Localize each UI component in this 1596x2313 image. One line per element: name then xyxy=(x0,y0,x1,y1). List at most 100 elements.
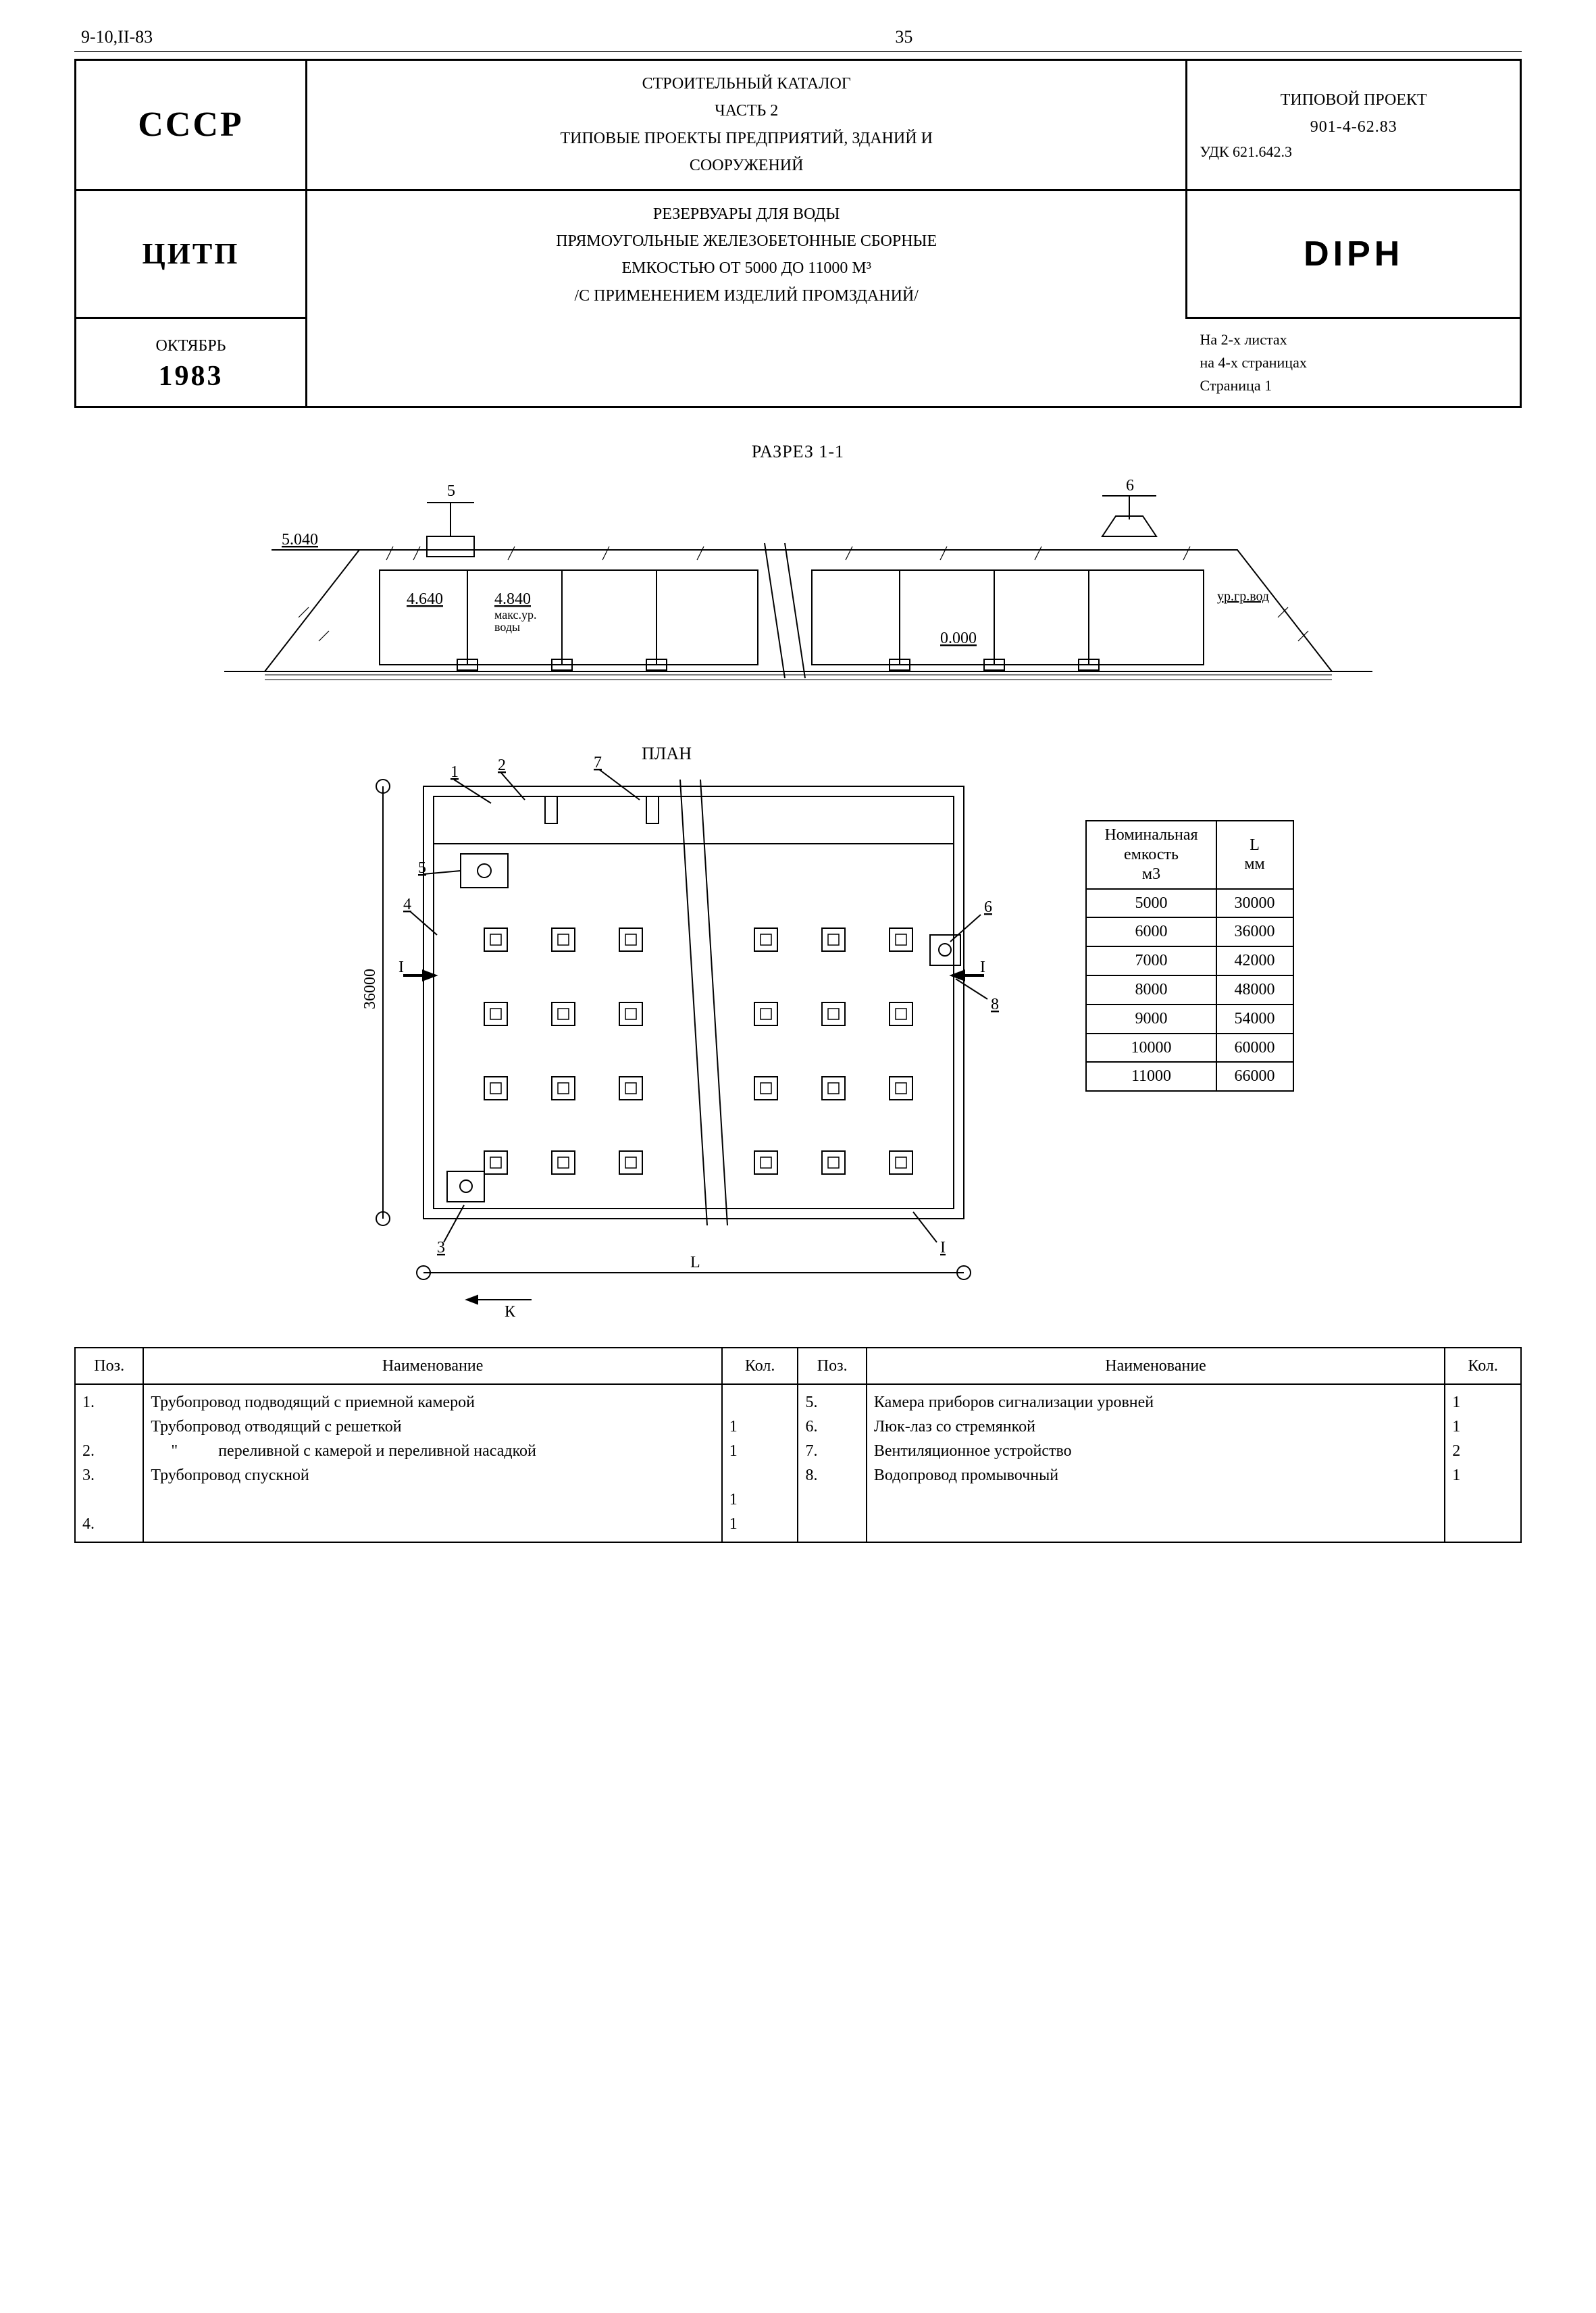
pt-r3-pos: 8. xyxy=(805,1463,858,1488)
pt-h-pos2: Поз. xyxy=(798,1348,866,1384)
page-number: 35 xyxy=(895,27,912,47)
udk-code: УДК 621.642.3 xyxy=(1200,142,1292,162)
desc-line-2: ПРЯМОУГОЛЬНЫЕ ЖЕЛЕЗОБЕТОННЫЕ СБОРНЫЕ xyxy=(556,230,937,252)
pt-l1-qty: 1 xyxy=(729,1439,791,1463)
elev-gw: ур.гр.вод xyxy=(1217,589,1269,604)
title-row-1: СССР СТРОИТЕЛЬНЫЙ КАТАЛОГ ЧАСТЬ 2 ТИПОВЫ… xyxy=(76,61,1520,191)
pt-h-qty1: Кол. xyxy=(722,1348,798,1384)
cap-r5c1: 60000 xyxy=(1216,1034,1293,1063)
section-callout-6: 6 xyxy=(1126,477,1134,494)
parts-body-row: 1. 2. 3. 4. Трубопровод подводящий с при… xyxy=(75,1384,1521,1542)
plan-c6: 6 xyxy=(984,898,992,916)
catalog-line-2: ЧАСТЬ 2 xyxy=(715,100,778,122)
pt-r0-name: Камера приборов сигнализации уровней xyxy=(874,1390,1437,1415)
plan-area: ПЛАН xyxy=(74,739,1522,1320)
pt-right-names: Камера приборов сигнализации уровней Люк… xyxy=(867,1384,1445,1542)
pt-h-name2: Наименование xyxy=(867,1348,1445,1384)
section-callout-5: 5 xyxy=(447,482,455,500)
pt-l2-qty: 1 xyxy=(729,1488,791,1512)
title-cell-pages: На 2-х листах на 4-х страницах Страница … xyxy=(1187,319,1520,406)
cap-r3c0: 8000 xyxy=(1086,975,1216,1005)
page-line: Страница 1 xyxy=(1200,376,1272,396)
section-title: РАЗРЕЗ 1-1 xyxy=(74,442,1522,462)
elev-top: 5.040 xyxy=(282,531,318,549)
plan-cut-right: I xyxy=(980,959,985,976)
pt-h-name1: Наименование xyxy=(143,1348,721,1384)
cap-body: 500030000 600036000 700042000 800048000 … xyxy=(1086,889,1293,1092)
title-cell-date: ОКТЯБРЬ 1983 xyxy=(76,319,307,406)
capacity-table: Номинальная емкость м3 L мм 500030000 60… xyxy=(1085,820,1293,1092)
title-cell-project: ТИПОВОЙ ПРОЕКТ 901-4-62.83 УДК 621.642.3 xyxy=(1187,61,1520,191)
plan-c1: 1 xyxy=(451,763,459,781)
elev-max: 4.840 xyxy=(494,590,531,608)
citp-label: ЦИТП xyxy=(142,236,239,271)
plan-c5: 5 xyxy=(418,859,426,877)
pt-r2-name: Вентиляционное устройство xyxy=(874,1439,1437,1463)
plan-columns xyxy=(484,928,912,1174)
pt-r3-name: Водопровод промывочный xyxy=(874,1463,1437,1488)
title-cell-ussr: СССР xyxy=(76,61,307,191)
desc-line-1: РЕЗЕРВУАРЫ ДЛЯ ВОДЫ xyxy=(653,203,840,225)
cap-r5c0: 10000 xyxy=(1086,1034,1216,1063)
pt-l3-pos: 4. xyxy=(82,1512,136,1536)
catalog-line-1: СТРОИТЕЛЬНЫЙ КАТАЛОГ xyxy=(642,73,851,95)
cap-r0c0: 5000 xyxy=(1086,889,1216,918)
elev-max-lbl1: макс.ур. xyxy=(494,608,537,621)
cap-r0c1: 30000 xyxy=(1216,889,1293,918)
year-label: 1983 xyxy=(158,360,223,392)
page: 9-10,II-83 35 СССР СТРОИТЕЛЬНЫЙ КАТАЛОГ … xyxy=(74,27,1522,1543)
cap-r6c1: 66000 xyxy=(1216,1062,1293,1091)
plan-title: ПЛАН xyxy=(642,744,692,763)
pt-left-pos: 1. 2. 3. 4. xyxy=(75,1384,143,1542)
cap-r1c1: 36000 xyxy=(1216,917,1293,946)
pt-left-qty: 1 1 1 1 xyxy=(722,1384,798,1542)
section-drawing: 5 6 5.040 4.640 4.840 макс.ур. воды 0.00… xyxy=(74,469,1522,712)
pt-r3-qty: 1 xyxy=(1452,1463,1514,1488)
catalog-line-4: СООРУЖЕНИЙ xyxy=(690,155,804,176)
pt-l2-pos: 3. xyxy=(82,1463,136,1488)
pt-l3-name: Трубопровод спускной xyxy=(151,1463,714,1488)
pt-l0-pos: 1. xyxy=(82,1390,136,1415)
plan-cut-left: I xyxy=(398,959,404,976)
title-cell-diph: DIPH xyxy=(1187,191,1520,320)
cap-r4c0: 9000 xyxy=(1086,1005,1216,1034)
pt-r1-qty: 1 xyxy=(1452,1415,1514,1439)
pt-r1-name: Люк-лаз со стремянкой xyxy=(874,1415,1437,1439)
cap-h1: Номинальная емкость м3 xyxy=(1086,821,1216,888)
month-label: ОКТЯБРЬ xyxy=(155,335,226,357)
plan-c7: 7 xyxy=(594,754,602,771)
pt-r0-qty: 1 xyxy=(1452,1390,1514,1415)
desc-line-3: ЕМКОСТЬЮ ОТ 5000 ДО 11000 М³ xyxy=(621,257,871,279)
plan-cut-br: I xyxy=(940,1239,946,1256)
desc-line-4: /С ПРИМЕНЕНИЕМ ИЗДЕЛИЙ ПРОМЗДАНИЙ/ xyxy=(574,285,918,307)
elev-zero: 0.000 xyxy=(940,630,977,647)
pt-l1-name: Трубопровод отводящий с решеткой xyxy=(151,1415,714,1439)
plan-c2: 2 xyxy=(498,757,506,774)
sheets-line: На 2-х листах xyxy=(1200,330,1287,350)
title-row-3: ОКТЯБРЬ 1983 На 2-х листах на 4-х страни… xyxy=(76,319,1520,406)
plan-dim-h: 36000 xyxy=(361,969,379,1009)
plan-c8: 8 xyxy=(991,996,999,1013)
doc-ref: 9-10,II-83 xyxy=(81,27,153,47)
pt-l0-qty: 1 xyxy=(729,1415,791,1439)
elev-max-lbl2: воды xyxy=(494,620,520,634)
pt-l0-name: Трубопровод подводящий с приемной камеро… xyxy=(151,1390,714,1415)
plan-svg: ПЛАН xyxy=(302,739,1045,1320)
pt-right-qty: 1 1 2 1 xyxy=(1445,1384,1521,1542)
plan-arrow-K: К xyxy=(505,1303,516,1320)
section-svg: 5 6 5.040 4.640 4.840 макс.ур. воды 0.00… xyxy=(224,469,1372,712)
pt-left-names: Трубопровод подводящий с приемной камеро… xyxy=(143,1384,721,1542)
catalog-line-3: ТИПОВЫЕ ПРОЕКТЫ ПРЕДПРИЯТИЙ, ЗДАНИЙ И xyxy=(560,128,932,149)
plan-dim-L: L xyxy=(690,1254,700,1271)
pt-r2-pos: 7. xyxy=(805,1439,858,1463)
plan-c3: 3 xyxy=(437,1239,445,1256)
ussr-label: СССР xyxy=(138,105,243,145)
cap-r6c0: 11000 xyxy=(1086,1062,1216,1091)
project-label: ТИПОВОЙ ПРОЕКТ xyxy=(1281,89,1427,111)
cap-r3c1: 48000 xyxy=(1216,975,1293,1005)
parts-table: Поз. Наименование Кол. Поз. Наименование… xyxy=(74,1347,1522,1543)
pt-l3-qty: 1 xyxy=(729,1512,791,1536)
top-rule xyxy=(74,51,1522,52)
cap-r2c1: 42000 xyxy=(1216,946,1293,975)
cap-r1c0: 6000 xyxy=(1086,917,1216,946)
